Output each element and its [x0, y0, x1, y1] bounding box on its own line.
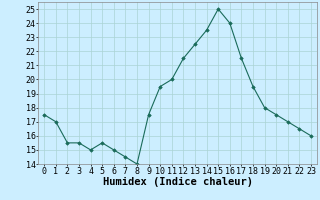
X-axis label: Humidex (Indice chaleur): Humidex (Indice chaleur) [103, 177, 252, 187]
